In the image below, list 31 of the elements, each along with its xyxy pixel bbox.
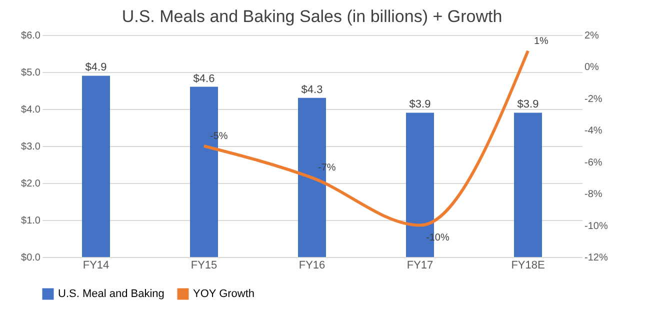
data-label: 1% (534, 36, 549, 47)
data-label: $3.9 (517, 98, 539, 111)
y-tick-label: $3.0 (21, 142, 41, 152)
y2-tick-label: 2% (584, 30, 600, 42)
data-label: $3.9 (409, 98, 431, 111)
x-tick-label: FY17 (406, 260, 434, 272)
y-tick-label: $4.0 (21, 104, 41, 116)
y-tick-label: $1.0 (21, 216, 41, 226)
bar (514, 112, 542, 257)
y2-tick-label: -10% (584, 220, 608, 232)
x-tick-label: FY14 (82, 260, 110, 272)
data-label: $4.6 (193, 72, 215, 85)
chart-title: U.S. Meals and Baking Sales (in billions) + Growth (122, 7, 502, 26)
y2-tick-label: -8% (584, 189, 602, 200)
legend-label: YOY Growth (193, 288, 255, 300)
x-tick-label: FY18E (511, 260, 545, 272)
y-tick-label: $0.0 (21, 252, 41, 264)
x-tick-label: FY16 (298, 260, 326, 272)
y-tick-label: $6.0 (21, 30, 41, 42)
data-label: $4.9 (85, 62, 107, 74)
x-tick-label: FY15 (190, 260, 218, 272)
y-tick-label: $5.0 (21, 68, 41, 78)
y-tick-label: $2.0 (21, 178, 41, 190)
legend-label: U.S. Meal and Baking (58, 288, 164, 300)
y2-tick-label: -2% (584, 94, 602, 105)
y2-tick-label: 0% (584, 62, 600, 74)
data-label: $4.3 (301, 84, 323, 96)
y2-tick-label: -6% (584, 157, 602, 168)
y2-tick-label: -12% (584, 252, 608, 264)
y2-tick-label: -4% (584, 126, 602, 137)
bar (82, 76, 110, 257)
